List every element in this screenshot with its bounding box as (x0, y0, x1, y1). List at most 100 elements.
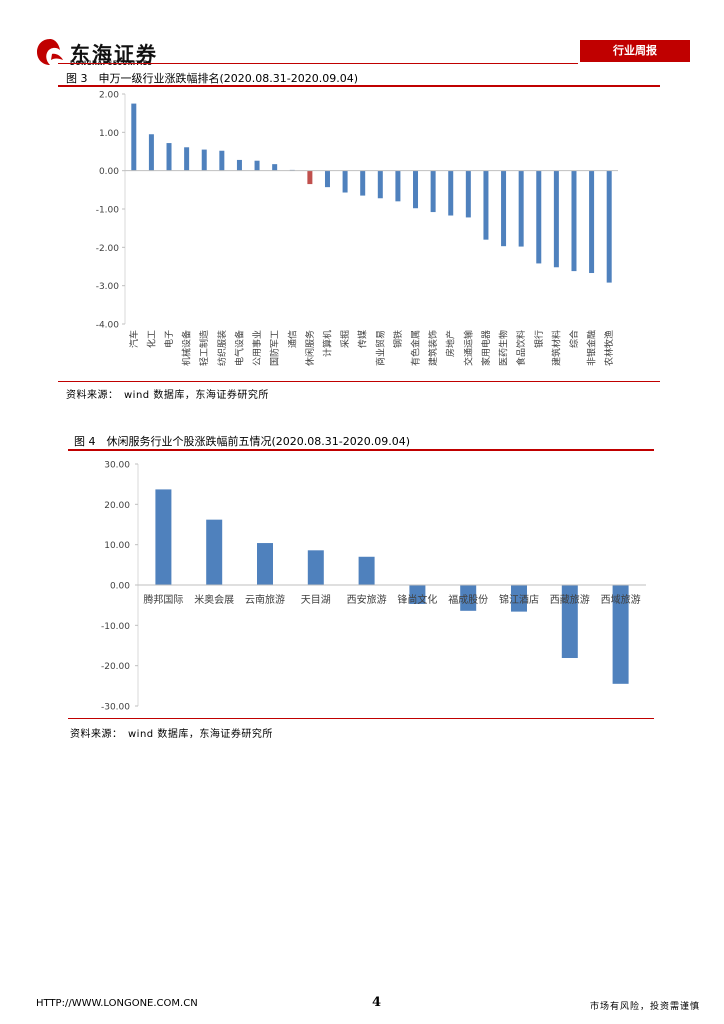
y-tick-label: -3.00 (96, 282, 120, 292)
y-tick-label: 10.00 (104, 541, 130, 551)
bar-纺织服装 (219, 150, 225, 171)
x-tick-label: 银行 (533, 330, 545, 348)
x-tick-label: 建筑材料 (550, 330, 562, 366)
risk-disclaimer: 市场有风险，投资需谨慎 (590, 1002, 701, 1012)
y-tick-label: -1.00 (96, 206, 120, 216)
x-tick-label: 汽车 (128, 330, 140, 348)
x-tick-label: 商业贸易 (374, 330, 386, 366)
bar-轻工制造 (201, 149, 207, 171)
bar-电子 (166, 143, 172, 171)
bar-计算机 (324, 170, 330, 188)
x-tick-label: 轻工制造 (198, 330, 210, 366)
x-tick-label: 综合 (568, 330, 580, 348)
figure4-top-rule (68, 449, 654, 451)
y-tick-label: -20.00 (101, 662, 130, 672)
x-tick-label: 采掘 (339, 330, 351, 348)
bar-医药生物 (501, 170, 507, 247)
x-tick-label: 家用电器 (480, 330, 492, 366)
x-tick-label: 西藏旅游 (550, 593, 590, 606)
bar-房地产 (448, 170, 454, 216)
x-tick-label: 纺织服装 (216, 330, 228, 366)
x-tick-label: 机械设备 (181, 330, 193, 366)
x-tick-label: 钢铁 (392, 330, 404, 348)
y-tick-label: -4.00 (96, 321, 120, 331)
x-tick-label: 电子 (163, 330, 175, 348)
x-tick-label: 非银金融 (586, 330, 598, 366)
x-tick-label: 电气设备 (233, 330, 245, 366)
x-tick-label: 有色金属 (410, 330, 422, 366)
y-tick-label: -10.00 (101, 622, 130, 632)
x-tick-label: 国防军工 (269, 330, 281, 366)
y-tick-label: 20.00 (104, 501, 130, 511)
figure3-top-rule (58, 85, 660, 87)
bar-钢铁 (395, 170, 401, 202)
bar-休闲服务 (307, 170, 313, 185)
bar-传媒 (360, 170, 366, 196)
bar-西安旅游 (358, 556, 375, 585)
bar-锦江酒店 (511, 585, 527, 612)
bar-食品饮料 (518, 170, 524, 247)
x-tick-label: 西安旅游 (347, 593, 387, 606)
figure4-title: 图 4 休闲服务行业个股涨跌幅前五情况(2020.08.31-2020.09.0… (74, 435, 411, 448)
bar-建筑材料 (553, 170, 559, 268)
bar-农林牧渔 (606, 170, 612, 283)
bar-非银金融 (589, 170, 595, 274)
report-type-badge: 行业周报 (580, 40, 690, 62)
y-tick-label: 2.00 (99, 91, 119, 101)
figure3-title: 图 3 申万一级行业涨跌幅排名(2020.08.31-2020.09.04) (66, 72, 359, 85)
x-tick-label: 天目湖 (301, 594, 331, 606)
bar-腾邦国际 (155, 489, 172, 585)
bar-天目湖 (307, 550, 324, 585)
x-tick-label: 医药生物 (498, 330, 510, 366)
figure3-bottom-rule (58, 381, 660, 382)
bar-汽车 (131, 103, 137, 171)
bar-综合 (571, 170, 577, 272)
x-tick-label: 腾邦国际 (143, 593, 183, 606)
x-tick-label: 锦江酒店 (499, 593, 539, 606)
bar-有色金属 (413, 170, 419, 209)
figure3-source: 资料来源： wind 数据库，东海证券研究所 (66, 390, 269, 401)
x-tick-label: 农林牧渔 (603, 330, 615, 366)
bar-商业贸易 (377, 170, 383, 199)
bar-国防军工 (272, 164, 278, 171)
y-tick-label: 30.00 (104, 461, 130, 471)
bar-银行 (536, 170, 542, 264)
x-tick-label: 传媒 (357, 330, 369, 348)
figure4-source: 资料来源： wind 数据库，东海证券研究所 (70, 729, 273, 740)
bar-电气设备 (236, 159, 242, 171)
x-tick-label: 化工 (145, 330, 157, 348)
x-tick-label: 交通运输 (462, 330, 474, 366)
x-tick-label: 米奥会展 (194, 593, 234, 606)
figure4-bottom-rule (68, 718, 654, 719)
y-tick-label: -30.00 (101, 703, 130, 713)
y-tick-label: 0.00 (110, 582, 130, 592)
bar-云南旅游 (257, 543, 273, 585)
bar-西藏旅游 (561, 585, 578, 659)
page-number: 4 (372, 995, 382, 1010)
logo-text-cn: 东海证券 (70, 42, 158, 66)
x-tick-label: 建筑装饰 (427, 330, 439, 366)
bar-机械设备 (184, 147, 190, 171)
bar-交通运输 (465, 170, 471, 218)
company-logo: 东海证券 DONGHAI SECURITIES (34, 36, 184, 70)
x-tick-label: 锋尚文化 (397, 593, 437, 606)
bar-家用电器 (483, 170, 489, 240)
bar-化工 (148, 134, 154, 171)
header-divider (58, 63, 578, 64)
bar-西域旅游 (612, 585, 629, 684)
bar-锋尚文化 (409, 585, 426, 604)
bar-福成股份 (460, 585, 477, 611)
x-tick-label: 西域旅游 (601, 593, 641, 606)
x-tick-label: 公用事业 (251, 330, 263, 366)
y-tick-label: 0.00 (99, 167, 119, 177)
bar-采掘 (342, 170, 348, 193)
x-tick-label: 计算机 (321, 330, 333, 357)
footer-website-link[interactable]: HTTP://WWW.LONGONE.COM.CN (36, 998, 198, 1009)
x-tick-label: 休闲服务 (304, 330, 316, 366)
y-tick-label: -2.00 (96, 244, 120, 254)
dragon-logo-icon (37, 39, 63, 65)
y-tick-label: 1.00 (99, 129, 119, 139)
industry-return-chart: 2.00 1.00 0.00 -1.00 -2.00 -3.00 -4.00 汽车 化工 电子 机械… (96, 91, 618, 366)
x-tick-label: 食品饮料 (515, 330, 527, 366)
x-tick-label: 房地产 (445, 330, 457, 357)
